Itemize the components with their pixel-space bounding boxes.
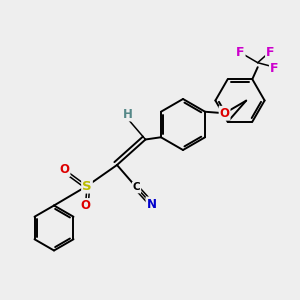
Text: F: F <box>270 62 278 75</box>
Text: F: F <box>236 46 244 59</box>
Text: F: F <box>266 46 275 59</box>
Text: H: H <box>123 107 132 121</box>
Text: O: O <box>59 163 70 176</box>
Text: O: O <box>220 107 230 120</box>
Text: C: C <box>133 182 140 193</box>
Text: O: O <box>80 199 91 212</box>
Text: S: S <box>82 179 92 193</box>
Text: N: N <box>146 197 157 211</box>
